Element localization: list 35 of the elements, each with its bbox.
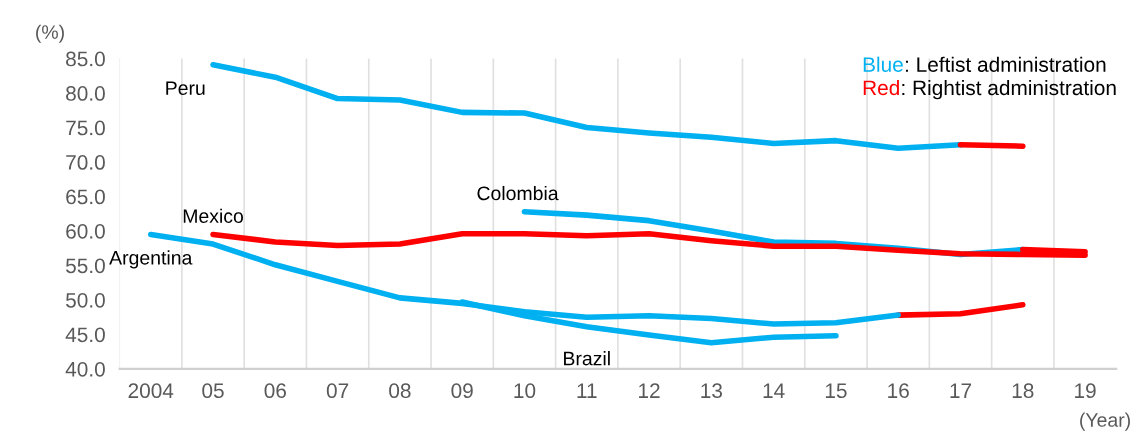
y-tick-label: 65.0 <box>66 189 105 205</box>
x-tick-label: 18 <box>1012 383 1034 399</box>
y-tick-label: 50.0 <box>66 292 105 308</box>
x-tick-label: 06 <box>264 383 286 399</box>
y-tick-label: 80.0 <box>66 86 105 101</box>
x-tick-label: 14 <box>763 383 785 398</box>
x-tick-label: 07 <box>326 383 349 399</box>
y-axis-title: (%) <box>36 24 64 43</box>
series-label: Argentina <box>109 250 193 269</box>
series-label: Brazil <box>564 351 610 366</box>
x-tick-label: 15 <box>825 383 847 399</box>
x-tick-label: 09 <box>451 383 473 399</box>
y-tick-label: 40.0 <box>65 361 105 377</box>
y-tick-label: 75.0 <box>66 120 105 136</box>
series-label: Mexico <box>183 208 244 223</box>
y-tick-label: 70.0 <box>66 155 105 170</box>
x-tick-label: 17 <box>950 383 972 398</box>
x-tick-label: 19 <box>1075 383 1096 399</box>
series-label: Colombia <box>477 185 559 201</box>
annotation: Blue: Leftist administration <box>863 56 1106 72</box>
x-tick-label: 08 <box>389 383 411 399</box>
x-tick-label: 10 <box>514 383 536 399</box>
x-axis-title: (Year) <box>1080 412 1130 431</box>
y-tick-label: 85.0 <box>66 51 105 67</box>
annotation: Red: Rightist administration <box>863 79 1116 100</box>
x-tick-label: 12 <box>639 383 660 398</box>
x-tick-label: 16 <box>888 383 909 399</box>
x-tick-label: 11 <box>577 383 597 398</box>
x-tick-label: 05 <box>202 383 224 399</box>
series-label: Peru <box>166 81 205 96</box>
x-tick-label: 13 <box>701 383 723 399</box>
x-tick-label: 2004 <box>128 383 174 399</box>
y-tick-label: 45.0 <box>65 327 105 343</box>
y-tick-label: 60.0 <box>66 223 105 239</box>
y-tick-label: 55.0 <box>66 258 105 274</box>
